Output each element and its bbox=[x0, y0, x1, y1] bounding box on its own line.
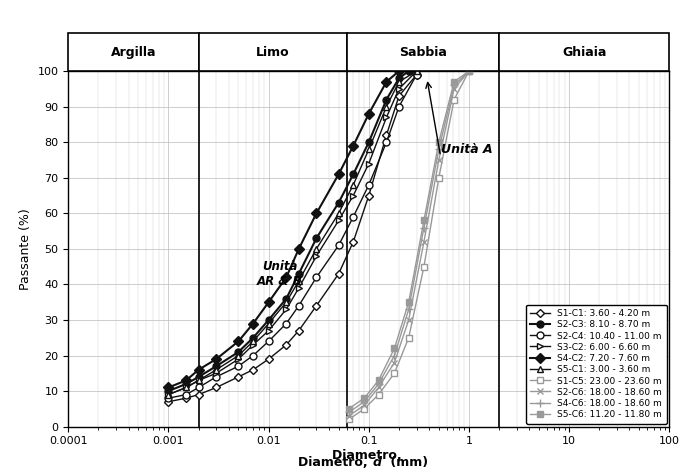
Text: Limo: Limo bbox=[256, 46, 290, 59]
FancyBboxPatch shape bbox=[499, 33, 669, 71]
Text: Diametro,: Diametro, bbox=[298, 456, 372, 469]
Text: Argilla: Argilla bbox=[111, 46, 156, 59]
FancyBboxPatch shape bbox=[199, 33, 346, 71]
FancyBboxPatch shape bbox=[68, 33, 199, 71]
Text: Unità A: Unità A bbox=[441, 144, 492, 156]
Y-axis label: Passante (%): Passante (%) bbox=[19, 208, 32, 290]
Text: Unità
AR & B: Unità AR & B bbox=[257, 260, 303, 288]
Legend: S1-C1: 3.60 - 4.20 m, S2-C3: 8.10 - 8.70 m, S2-C4: 10.40 - 11.00 m, S3-C2: 6.00 : S1-C1: 3.60 - 4.20 m, S2-C3: 8.10 - 8.70… bbox=[526, 305, 667, 424]
FancyBboxPatch shape bbox=[346, 33, 499, 71]
Text: Sabbia: Sabbia bbox=[399, 46, 447, 59]
Text: d: d bbox=[372, 456, 381, 469]
X-axis label: Diametro, : Diametro, bbox=[332, 449, 406, 462]
Text: Ghiaia: Ghiaia bbox=[562, 46, 607, 59]
Text: (mm): (mm) bbox=[386, 456, 428, 469]
